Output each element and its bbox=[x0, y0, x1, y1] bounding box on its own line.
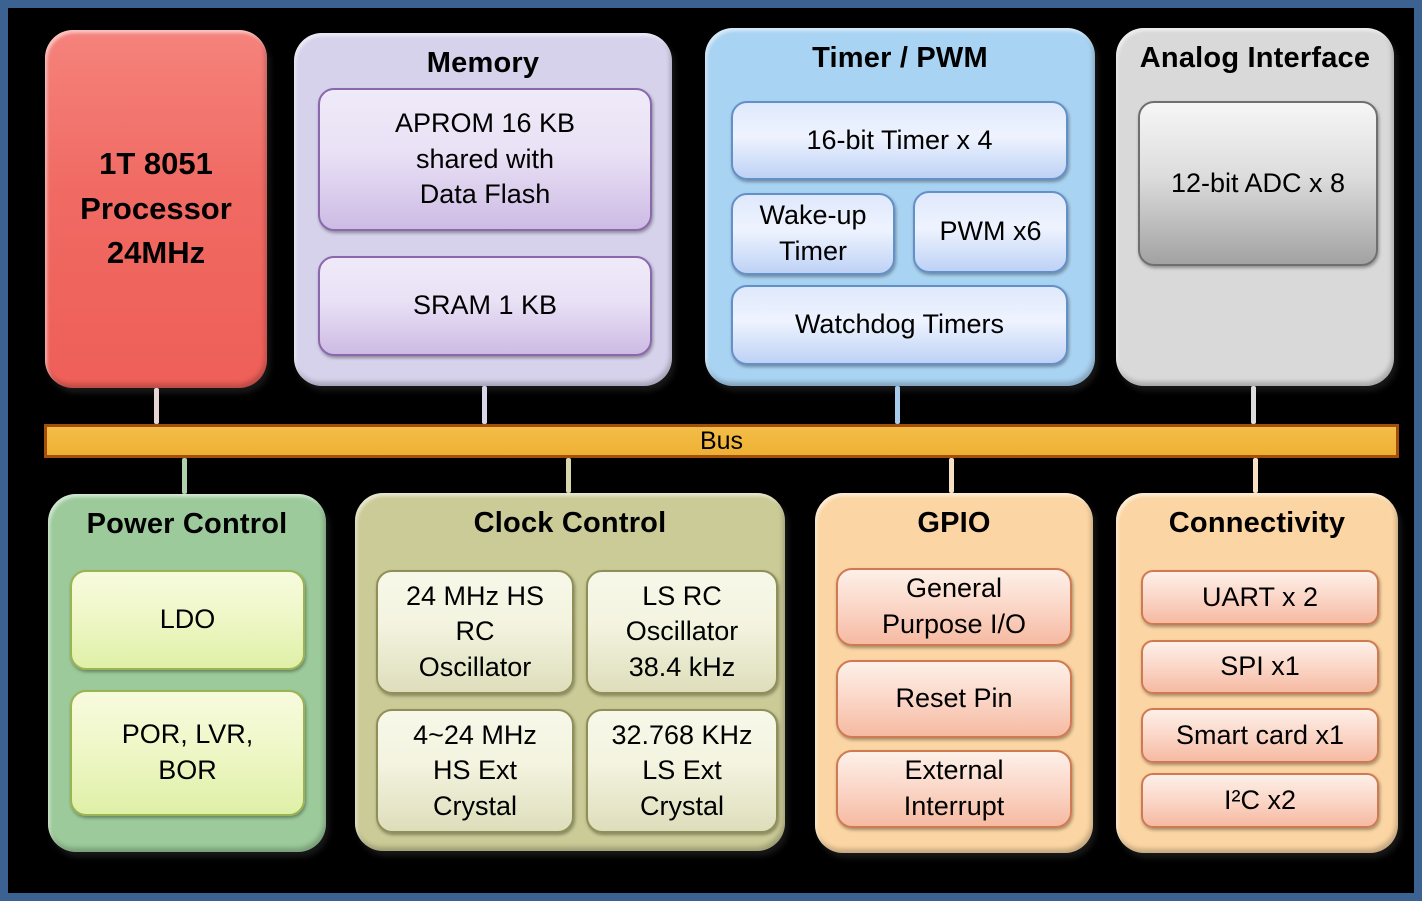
connector-analog-bus bbox=[1251, 386, 1256, 424]
aprom-box: APROM 16 KB shared with Data Flash bbox=[318, 88, 652, 231]
smartcard-box: Smart card x1 bbox=[1141, 708, 1379, 763]
ldo-box: LDO bbox=[70, 570, 305, 670]
label-line: UART x 2 bbox=[1201, 581, 1319, 612]
adc-box: 12-bit ADC x 8 bbox=[1138, 101, 1378, 266]
label-line: Smart card x1 bbox=[1175, 719, 1345, 750]
label-line: Crystal bbox=[432, 790, 517, 821]
connector-bus-gpio bbox=[949, 458, 954, 493]
label-line: SPI x1 bbox=[1220, 651, 1300, 682]
label-line: Watchdog Timers bbox=[794, 309, 1005, 340]
label-line: shared with bbox=[415, 143, 555, 174]
memory-title: Memory bbox=[426, 47, 540, 79]
power-control-title: Power Control bbox=[86, 508, 288, 540]
gpio-block: GPIO General Purpose I/O Reset Pin Exter… bbox=[815, 493, 1093, 853]
ext-interrupt-box: External Interrupt bbox=[836, 750, 1072, 828]
label-line: 38.4 kHz bbox=[628, 651, 736, 682]
label-line: I²C x2 bbox=[1223, 784, 1296, 815]
label-line: 4~24 MHz bbox=[413, 719, 537, 750]
label-line: BOR bbox=[158, 755, 217, 785]
connector-memory-bus bbox=[482, 386, 487, 424]
label-line: Wake-up bbox=[759, 200, 867, 231]
bus-label: Bus bbox=[699, 426, 744, 455]
label-line: 32.768 KHz bbox=[611, 719, 753, 750]
label-line: Interrupt bbox=[903, 791, 1005, 821]
label-line: APROM 16 KB bbox=[394, 108, 576, 139]
label-line: POR, LVR, bbox=[121, 719, 254, 750]
wakeup-timer-box: Wake-up Timer bbox=[731, 193, 895, 275]
label-line: HS Ext bbox=[432, 755, 518, 786]
bus-bar: Bus bbox=[44, 424, 1399, 458]
spi-box: SPI x1 bbox=[1141, 640, 1379, 694]
label-line: SRAM 1 KB bbox=[412, 290, 558, 321]
label-line: Oscillator bbox=[625, 616, 739, 647]
analog-interface-title: Analog Interface bbox=[1139, 42, 1371, 74]
connector-bus-power bbox=[182, 458, 187, 494]
label-line: LDO bbox=[159, 604, 216, 635]
label-line: Purpose I/O bbox=[881, 609, 1027, 639]
label-line: 24 MHz HS bbox=[405, 580, 545, 611]
connectivity-block: Connectivity UART x 2 SPI x1 Smart card … bbox=[1116, 493, 1398, 853]
timer-pwm-title: Timer / PWM bbox=[812, 42, 988, 74]
clock-control-title: Clock Control bbox=[473, 507, 667, 539]
connector-processor-bus bbox=[154, 388, 159, 424]
gpio-general-box: General Purpose I/O bbox=[836, 568, 1072, 646]
processor-label: 1T 8051 Processor 24MHz bbox=[45, 30, 267, 388]
connector-bus-clock bbox=[566, 458, 571, 493]
power-control-block: Power Control LDO POR, LVR, BOR bbox=[48, 494, 326, 852]
timer-pwm-block: Timer / PWM 16-bit Timer x 4 Wake-up Tim… bbox=[705, 28, 1095, 386]
pwm-box: PWM x6 bbox=[913, 191, 1068, 273]
hs-ext-crystal-box: 4~24 MHz HS Ext Crystal bbox=[376, 709, 574, 833]
uart-box: UART x 2 bbox=[1141, 570, 1379, 625]
label-line: 24MHz bbox=[106, 235, 206, 271]
label-line: Timer bbox=[779, 236, 847, 266]
timer16-box: 16-bit Timer x 4 bbox=[731, 101, 1068, 180]
label-line: LS RC bbox=[642, 580, 722, 611]
hs-rc-osc-box: 24 MHz HS RC Oscillator bbox=[376, 570, 574, 694]
label-line: Crystal bbox=[639, 790, 724, 821]
processor-block: 1T 8051 Processor 24MHz bbox=[45, 30, 267, 388]
label-line: RC bbox=[455, 616, 495, 647]
analog-interface-block: Analog Interface 12-bit ADC x 8 bbox=[1116, 28, 1394, 386]
gpio-title: GPIO bbox=[917, 507, 991, 539]
label-line: Processor bbox=[80, 190, 232, 226]
clock-control-block: Clock Control 24 MHz HS RC Oscillator LS… bbox=[355, 493, 785, 851]
label-line: 1T 8051 bbox=[99, 145, 213, 181]
connectivity-title: Connectivity bbox=[1168, 507, 1346, 539]
ls-rc-osc-box: LS RC Oscillator 38.4 kHz bbox=[586, 570, 778, 694]
label-line: 12-bit ADC x 8 bbox=[1170, 167, 1346, 198]
sram-box: SRAM 1 KB bbox=[318, 256, 652, 356]
ls-ext-crystal-box: 32.768 KHz LS Ext Crystal bbox=[586, 709, 778, 833]
label-line: General bbox=[905, 573, 1003, 604]
label-line: Oscillator bbox=[418, 651, 532, 682]
reset-pin-box: Reset Pin bbox=[836, 660, 1072, 738]
label-line: LS Ext bbox=[642, 755, 722, 786]
watchdog-box: Watchdog Timers bbox=[731, 285, 1068, 365]
label-line: Data Flash bbox=[419, 179, 551, 210]
connector-timer-bus bbox=[895, 386, 900, 424]
label-line: External bbox=[904, 755, 1004, 786]
por-lvr-bor-box: POR, LVR, BOR bbox=[70, 690, 305, 816]
label-line: Reset Pin bbox=[895, 683, 1013, 714]
memory-block: Memory APROM 16 KB shared with Data Flas… bbox=[294, 33, 672, 386]
connector-bus-connectivity bbox=[1253, 458, 1258, 493]
label-line: 16-bit Timer x 4 bbox=[806, 124, 993, 155]
label-line: PWM x6 bbox=[939, 216, 1042, 247]
i2c-box: I²C x2 bbox=[1141, 773, 1379, 828]
